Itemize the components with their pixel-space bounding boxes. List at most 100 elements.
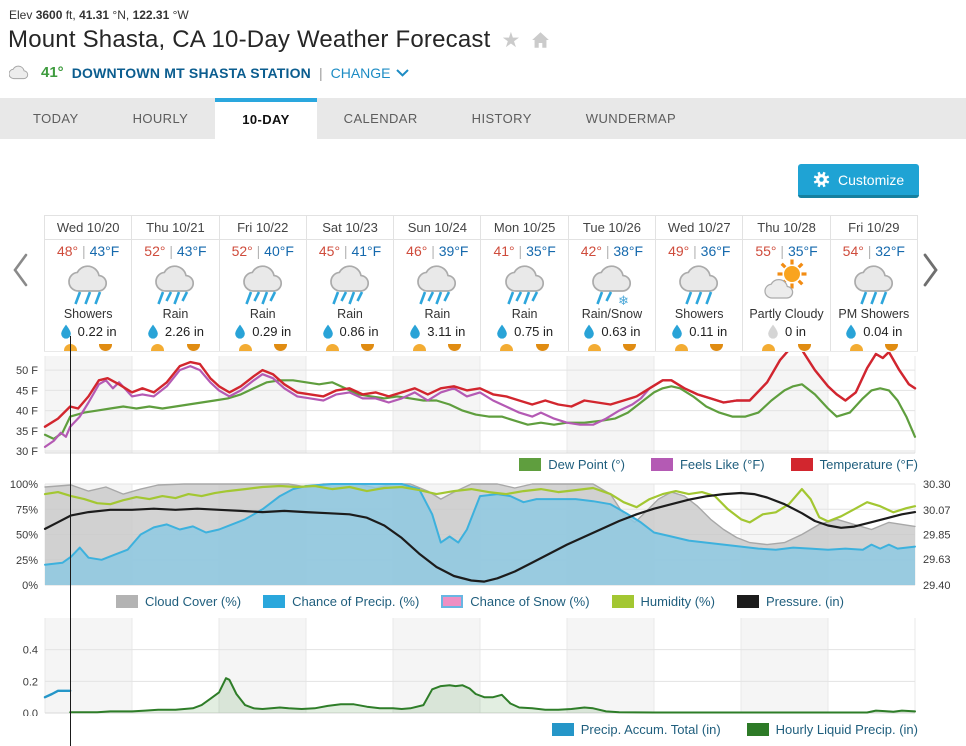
tab-10-day[interactable]: 10-DAY [215, 98, 317, 144]
y-axis-tick: 50 F [16, 365, 38, 377]
forecast-day-column[interactable]: Tue 10/26 42° | 38°F ❄ Rain/Snow 0.63 in [568, 216, 657, 351]
legend-swatch [116, 595, 139, 608]
forecast-day-column[interactable]: Fri 10/29 54° | 32°F PM Showers 0.04 in [830, 216, 918, 351]
temperature-chart[interactable]: 50 F 45 F 40 F 35 F 30 F [0, 348, 966, 458]
legend-item: Temperature (°F) [790, 457, 918, 472]
temp-separator: | [514, 243, 527, 259]
low-temp: 35°F [787, 243, 818, 259]
tab-calendar[interactable]: CALENDAR [343, 111, 418, 126]
temp-separator: | [427, 243, 439, 259]
customize-button[interactable]: Customize [798, 164, 920, 198]
series-line [44, 483, 916, 566]
precipitation-chart[interactable]: 0.4 0.2 0.0 [0, 612, 966, 720]
legend-label: Hourly Liquid Precip. (in) [775, 722, 918, 737]
scroll-right-button[interactable] [922, 252, 939, 288]
weather-icon-cell [656, 259, 742, 306]
precip-amount: 0 in [743, 324, 829, 339]
showers-icon [68, 265, 108, 305]
high-temp: 52° [231, 243, 253, 259]
sunrise-icon [325, 344, 339, 351]
forecast-day-column[interactable]: Wed 10/20 48° | 43°F Showers 0.22 in [44, 216, 133, 351]
weather-icon-cell [45, 259, 131, 306]
conditions-chart-canvas[interactable]: 100% 75% 50% 25% 0% 30.30 30.07 29.85 29.63 29.40 [0, 478, 966, 592]
tab-today[interactable]: TODAY [33, 111, 79, 126]
sunset-icon [99, 344, 113, 351]
high-temp: 55° [755, 243, 777, 259]
legend-item: Precip. Accum. Total (in) [551, 722, 721, 737]
weather-icon-cell [481, 259, 567, 306]
legend-label: Pressure. (in) [765, 594, 844, 609]
forecast-day-column[interactable]: Mon 10/25 41° | 35°F Rain 0.75 in [481, 216, 569, 351]
tab-hourly[interactable]: HOURLY [132, 111, 189, 126]
forecast-date: Fri 10/22 [219, 216, 306, 240]
forecast-date: Mon 10/25 [481, 216, 568, 240]
y-axis-tick: 100% [10, 479, 38, 491]
precip-amount: 0.11 in [656, 324, 742, 339]
rain-icon [242, 265, 282, 305]
low-temp: 41°F [351, 243, 382, 259]
precip-amount: 0.22 in [45, 324, 131, 339]
condition-label: Rain [337, 307, 363, 321]
right-axis-tick: 30.30 [923, 479, 951, 491]
weather-icon-cell [831, 259, 917, 306]
sunset-icon [273, 344, 287, 351]
legend-swatch [650, 458, 673, 471]
weather-icon-cell [307, 259, 393, 306]
tab-wundermap[interactable]: WUNDERMAP [585, 111, 677, 126]
forecast-day-column[interactable]: Wed 10/27 49° | 36°F Showers 0.11 in [656, 216, 744, 351]
legend-swatch [551, 723, 574, 736]
station-name-link[interactable]: DOWNTOWN MT SHASTA STATION [71, 64, 311, 81]
weather-icon-cell [394, 259, 480, 306]
temp-separator: | [165, 243, 177, 259]
forecast-date: Sat 10/23 [306, 216, 394, 240]
y-axis-tick: 75% [16, 504, 38, 516]
tab-history[interactable]: HISTORY [471, 111, 532, 126]
legend-label: Cloud Cover (%) [145, 594, 242, 609]
sunrise-icon [762, 344, 776, 351]
legend-label: Chance of Snow (%) [470, 594, 590, 609]
rain-icon [330, 265, 370, 305]
low-temp: 39°F [438, 243, 469, 259]
legend-swatch [790, 458, 813, 471]
home-icon[interactable] [531, 31, 550, 49]
forecast-temps: 48° | 43°F [45, 243, 131, 259]
series-line [44, 483, 916, 546]
conditions-chart[interactable]: 100% 75% 50% 25% 0% 30.30 30.07 29.85 29.63 29.40 [0, 478, 966, 592]
page-title: Mount Shasta, CA 10-Day Weather Forecast [8, 26, 491, 53]
legend-item: Humidity (%) [611, 594, 715, 609]
forecast-day-column[interactable]: Sun 10/24 46° | 39°F Rain 3.11 in [394, 216, 482, 351]
sunrise-icon [675, 344, 689, 351]
legend-item: Hourly Liquid Precip. (in) [746, 722, 918, 737]
forecast-temps: 49° | 36°F [656, 243, 742, 259]
forecast-date: Tue 10/26 [568, 216, 656, 240]
forecast-day-column[interactable]: Fri 10/22 52° | 40°F Rain 0.29 in [219, 216, 307, 351]
tab-bar: TODAY HOURLY 10-DAY CALENDAR HISTORY WUNDERMA… [0, 98, 966, 144]
series-line [43, 689, 72, 699]
condition-label: Rain [162, 307, 189, 321]
droplet-icon [672, 324, 682, 339]
precip-amount: 3.11 in [394, 324, 480, 339]
favorite-star-icon[interactable]: ★ [501, 28, 521, 52]
condition-label: Rain [249, 307, 276, 321]
scroll-left-button[interactable] [12, 252, 29, 288]
temp-separator: | [340, 243, 352, 259]
low-temp: 36°F [700, 243, 731, 259]
low-temp: 38°F [613, 243, 644, 259]
legend-label: Precip. Accum. Total (in) [580, 722, 721, 737]
rain-icon [504, 265, 544, 305]
forecast-temps: 55° | 35°F [743, 243, 829, 259]
legend-label: Dew Point (°) [548, 457, 625, 472]
forecast-day-column[interactable]: Thu 10/28 55° | 35°F Partly Cloudy 0 in [743, 216, 831, 351]
temp-separator: | [689, 243, 701, 259]
station-row: 41° DOWNTOWN MT SHASTA STATION | CHANGE [9, 64, 409, 81]
temperature-chart-canvas[interactable]: 50 F 45 F 40 F 35 F 30 F [0, 348, 966, 458]
forecast-day-column[interactable]: Thu 10/21 52° | 43°F Rain 2.26 in [132, 216, 220, 351]
change-station-link[interactable]: CHANGE [331, 65, 409, 81]
sunrise-icon [849, 344, 863, 351]
precipitation-chart-canvas[interactable]: 0.4 0.2 0.0 [0, 612, 966, 720]
forecast-day-column[interactable]: Sat 10/23 45° | 41°F Rain 0.86 in [306, 216, 395, 351]
station-cloud-icon [9, 65, 29, 79]
droplet-icon [148, 324, 158, 339]
partly-cloudy-icon [763, 259, 807, 299]
